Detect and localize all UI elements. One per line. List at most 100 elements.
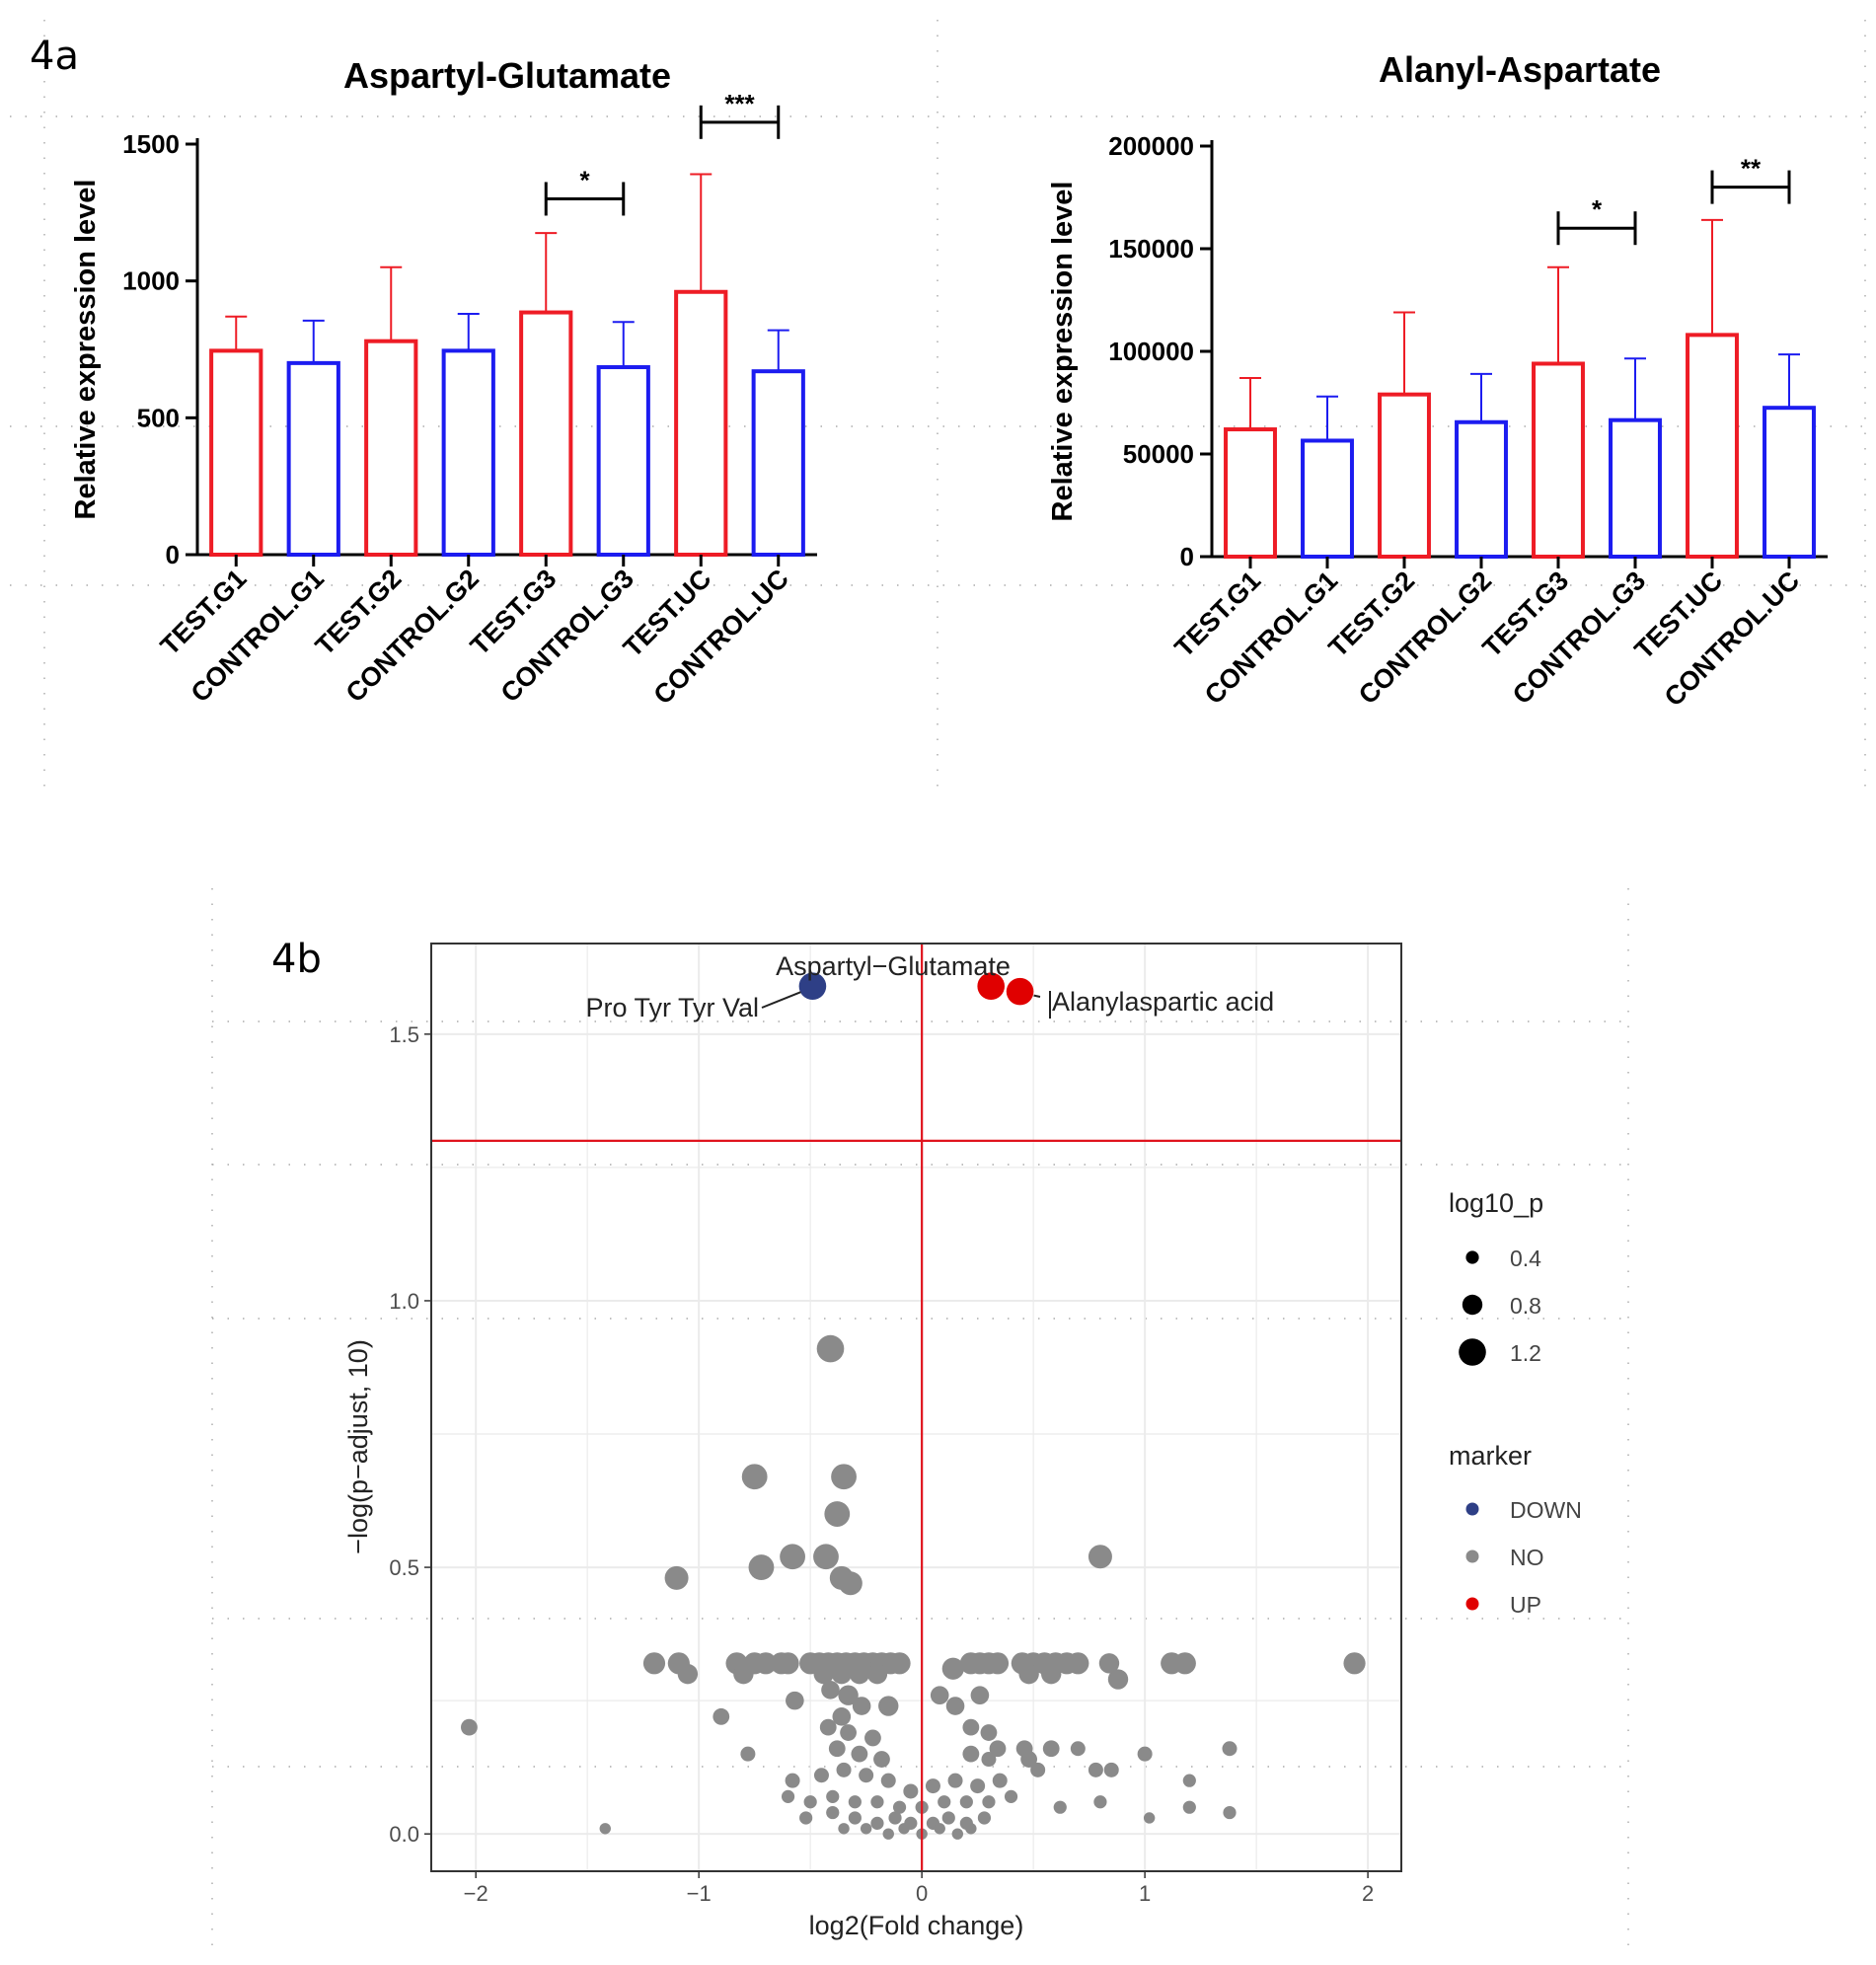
point-no xyxy=(820,1719,837,1736)
x-tick-label: 2 xyxy=(1362,1881,1374,1906)
point-no xyxy=(799,1811,812,1824)
point-no xyxy=(749,1554,775,1580)
significance-label: ** xyxy=(1741,154,1762,184)
legend-marker-label: UP xyxy=(1510,1592,1541,1618)
point-no xyxy=(804,1795,817,1808)
y-tick-label: 100000 xyxy=(1108,337,1194,366)
bar-control-g2 xyxy=(444,350,493,555)
point-no xyxy=(962,1719,979,1736)
bar-test-g3 xyxy=(521,313,570,555)
point-no xyxy=(1067,1652,1088,1674)
legend-size-label: 0.8 xyxy=(1510,1293,1541,1319)
volcano-grid xyxy=(431,944,1401,1871)
point-no xyxy=(970,1778,985,1793)
point-label: Pro Tyr Tyr Val xyxy=(585,993,759,1022)
x-axis-label: log2(Fold change) xyxy=(809,1911,1024,1940)
bar-control-g1 xyxy=(1303,440,1352,557)
point-no xyxy=(851,1746,867,1763)
bar-control-g3 xyxy=(1611,420,1660,557)
point-no xyxy=(867,1664,887,1684)
legend-marker-key-up xyxy=(1466,1598,1479,1611)
significance-label: * xyxy=(579,165,590,194)
legend-marker-label: NO xyxy=(1510,1545,1544,1570)
point-no xyxy=(461,1719,478,1736)
point-no xyxy=(838,1823,849,1834)
y-tick-label: 1500 xyxy=(122,129,180,159)
point-no xyxy=(938,1795,950,1808)
point-no xyxy=(831,1464,857,1489)
x-tick-label: CONTROL.UC xyxy=(648,564,794,710)
y-axis-label: Relative expression level xyxy=(1047,182,1079,522)
legend-size-key xyxy=(1459,1338,1486,1366)
point-no xyxy=(777,1652,798,1674)
y-tick-label: 50000 xyxy=(1123,439,1194,469)
bar-control-uc xyxy=(1764,408,1814,557)
x-tick-label: 1 xyxy=(1139,1881,1151,1906)
point-no xyxy=(713,1708,729,1725)
point-no xyxy=(1088,1545,1112,1568)
point-no xyxy=(982,1795,995,1808)
point-no xyxy=(888,1652,910,1674)
point-no xyxy=(849,1811,862,1824)
point-no xyxy=(942,1811,955,1824)
point-no xyxy=(849,1795,862,1808)
point-no xyxy=(1005,1790,1017,1803)
bar-test-g2 xyxy=(366,341,415,555)
point-no xyxy=(1043,1740,1060,1757)
point-no xyxy=(837,1763,852,1777)
legend-marker-label: DOWN xyxy=(1510,1497,1582,1523)
point-no xyxy=(832,1664,852,1684)
point-no xyxy=(1093,1795,1106,1808)
y-tick-label: 1.5 xyxy=(389,1022,419,1047)
panel-label-4b: 4b xyxy=(271,937,322,982)
significance-label: *** xyxy=(724,89,755,118)
x-tick-label: −2 xyxy=(464,1881,488,1906)
label-leader xyxy=(1034,996,1040,997)
y-axis-label: Relative expression level xyxy=(70,180,102,520)
point-no xyxy=(864,1730,881,1747)
point-no xyxy=(1054,1801,1067,1814)
point-no xyxy=(786,1692,804,1710)
point-no xyxy=(600,1823,611,1834)
point-no xyxy=(883,1828,894,1839)
point-up xyxy=(1007,978,1034,1006)
point-no xyxy=(814,1768,829,1782)
point-no xyxy=(826,1790,839,1803)
y-tick-label: 200000 xyxy=(1108,131,1194,161)
point-no xyxy=(643,1652,665,1674)
point-no xyxy=(813,1544,839,1569)
point-no xyxy=(1343,1652,1365,1674)
figure-canvas: 4a Aspartyl-GlutamateRelative expression… xyxy=(0,0,1876,1965)
point-no xyxy=(840,1724,857,1741)
y-tick-label: 1000 xyxy=(122,266,180,296)
point-no xyxy=(948,1774,963,1788)
point-no xyxy=(1138,1747,1153,1762)
point-no xyxy=(870,1795,883,1808)
point-no xyxy=(742,1464,768,1489)
y-axis-label: −log(p−adjust, 10) xyxy=(343,1339,373,1554)
significance-label: * xyxy=(1592,194,1603,224)
y-tick-label: 150000 xyxy=(1108,234,1194,264)
point-no xyxy=(1088,1763,1103,1777)
point-no xyxy=(824,1501,850,1527)
bar-test-uc xyxy=(676,292,725,555)
legend-size-key xyxy=(1463,1295,1482,1315)
point-no xyxy=(946,1697,965,1715)
chart-title: Aspartyl-Glutamate xyxy=(343,55,671,96)
point-no xyxy=(665,1566,689,1590)
bar-chart-aspartyl-glutamate: Aspartyl-Glutamate Relative expression le… xyxy=(70,55,817,711)
x-tick-label: CONTROL.G1 xyxy=(1199,566,1343,710)
bar-control-g1 xyxy=(289,363,338,555)
point-no xyxy=(931,1686,949,1704)
point-no xyxy=(960,1795,973,1808)
x-tick-label: CONTROL.G3 xyxy=(1507,566,1651,710)
y-tick-label: 500 xyxy=(137,403,180,432)
point-no xyxy=(993,1774,1008,1788)
point-no xyxy=(826,1806,839,1819)
legend-marker-title: marker xyxy=(1449,1441,1532,1471)
bar-control-uc xyxy=(754,371,803,555)
x-tick-label: CONTROL.G2 xyxy=(1353,566,1497,710)
point-no xyxy=(1144,1812,1155,1823)
point-no xyxy=(962,1746,979,1763)
y-tick-label: 0.0 xyxy=(389,1822,419,1847)
